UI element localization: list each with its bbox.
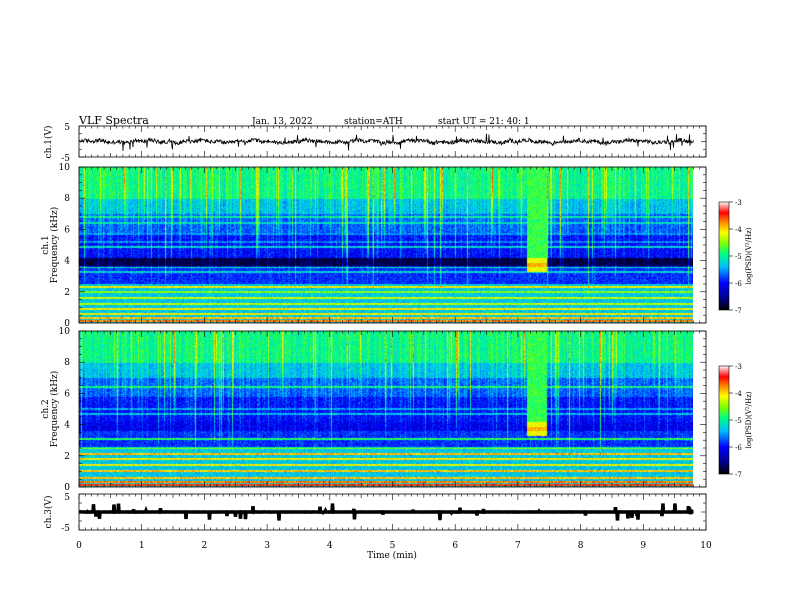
ch3-waveform-trace bbox=[78, 503, 694, 521]
ch2-colorbar: -3 -4 -5 -6 -7 log(PSD)(V²/Hz) bbox=[718, 363, 753, 479]
frequency-tick-label: 10 bbox=[59, 163, 71, 173]
frequency-tick-label: 4 bbox=[64, 257, 70, 267]
frequency-tick-label: 4 bbox=[64, 421, 70, 431]
colorbar-tick-label: -6 bbox=[735, 444, 742, 452]
ch1-spectrogram-ylabel-top: ch.1 bbox=[41, 235, 51, 254]
frequency-tick-label: 6 bbox=[64, 225, 70, 235]
time-axis-tick-labels: 0 1 2 3 4 5 6 7 8 9 10 bbox=[76, 541, 712, 551]
ch2-spectrogram-image bbox=[79, 331, 693, 487]
ch1-waveform-trace bbox=[78, 133, 694, 151]
ch3-waveform-ylabel: ch.3(V) bbox=[43, 496, 54, 529]
frequency-tick-label: 0 bbox=[64, 319, 70, 329]
ch1-frequency-tick-labels: 0 2 4 6 8 10 bbox=[59, 163, 71, 329]
frequency-tick-label: 8 bbox=[64, 358, 70, 368]
ch3-waveform-ticks bbox=[78, 493, 707, 531]
ch1-ytick-bottom: -5 bbox=[61, 154, 70, 164]
time-tick-label: 3 bbox=[264, 541, 270, 551]
time-tick-label: 9 bbox=[640, 541, 646, 551]
ch2-spectrogram-ticks bbox=[78, 330, 707, 488]
time-tick-label: 2 bbox=[202, 541, 208, 551]
header-station: station=ATH bbox=[344, 117, 403, 127]
ch1-colorbar: -3 -4 -5 -6 -7 log(PSD)(V²/Hz) bbox=[718, 199, 753, 315]
ch2-spectrogram-panel: 0 2 4 6 8 10 ch.2 Frequency (kHz) -3 -4 -5 -6 -7 … bbox=[41, 327, 753, 493]
time-tick-label: 1 bbox=[139, 541, 145, 551]
time-tick-label: 10 bbox=[700, 541, 712, 551]
ch3-ytick-top: 5 bbox=[64, 493, 70, 503]
frequency-tick-label: 10 bbox=[59, 327, 71, 337]
colorbar-tick-label: -6 bbox=[735, 280, 742, 288]
ch1-spectrogram-image bbox=[79, 167, 693, 323]
time-tick-label: 5 bbox=[390, 541, 396, 551]
ch2-spectrogram-ylabel-bottom: Frequency (kHz) bbox=[49, 371, 60, 448]
colorbar-tick-label: -7 bbox=[735, 307, 742, 315]
ch1-waveform-panel: 5 -5 ch.1(V) bbox=[43, 123, 707, 164]
ch1-colorbar-label: log(PSD)(V²/Hz) bbox=[745, 227, 753, 284]
colorbar-tick-label: -5 bbox=[735, 417, 742, 425]
ch1-ytick-top: 5 bbox=[64, 123, 70, 133]
ch3-ytick-bottom: -5 bbox=[61, 524, 70, 534]
frequency-tick-label: 2 bbox=[64, 452, 70, 462]
ch1-spectrogram-ylabel-bottom: Frequency (kHz) bbox=[49, 207, 60, 284]
frequency-tick-label: 2 bbox=[64, 288, 70, 298]
time-tick-label: 7 bbox=[515, 541, 521, 551]
time-tick-label: 4 bbox=[327, 541, 333, 551]
ch1-waveform-ylabel: ch.1(V) bbox=[43, 126, 54, 159]
frequency-tick-label: 0 bbox=[64, 483, 70, 493]
time-axis-label: Time (min) bbox=[367, 550, 417, 561]
ch2-colorbar-gradient bbox=[718, 365, 730, 475]
colorbar-tick-label: -5 bbox=[735, 253, 742, 261]
time-tick-label: 6 bbox=[452, 541, 458, 551]
header-date: Jan. 13, 2022 bbox=[251, 117, 313, 127]
ch1-waveform-ticks bbox=[78, 125, 707, 158]
colorbar-tick-label: -3 bbox=[735, 199, 742, 207]
ch1-spectrogram-panel: 0 2 4 6 8 10 ch.1 Frequency (kHz) -3 -4 -5 -6 -7 … bbox=[41, 163, 753, 329]
ch2-spectrogram-ylabel-top: ch.2 bbox=[41, 399, 51, 418]
ch1-spectrogram-ticks bbox=[78, 166, 707, 324]
ch2-colorbar-label: log(PSD)(V²/Hz) bbox=[745, 391, 753, 448]
ch2-frequency-tick-labels: 0 2 4 6 8 10 bbox=[59, 327, 71, 493]
colorbar-tick-label: -3 bbox=[735, 363, 742, 371]
time-tick-label: 0 bbox=[76, 541, 82, 551]
colorbar-tick-label: -4 bbox=[735, 390, 742, 398]
frequency-tick-label: 8 bbox=[64, 194, 70, 204]
header-start-time: start UT = 21: 40: 1 bbox=[438, 117, 530, 127]
colorbar-tick-label: -4 bbox=[735, 226, 742, 234]
ch1-colorbar-gradient bbox=[718, 201, 730, 311]
colorbar-tick-label: -7 bbox=[735, 471, 742, 479]
frequency-tick-label: 6 bbox=[64, 389, 70, 399]
ch3-waveform-panel: 5 -5 ch.3(V) 0 1 2 3 4 5 6 7 8 9 10 Time (min) bbox=[43, 493, 712, 561]
figure-title: VLF Spectra bbox=[78, 114, 149, 127]
time-tick-label: 8 bbox=[578, 541, 584, 551]
